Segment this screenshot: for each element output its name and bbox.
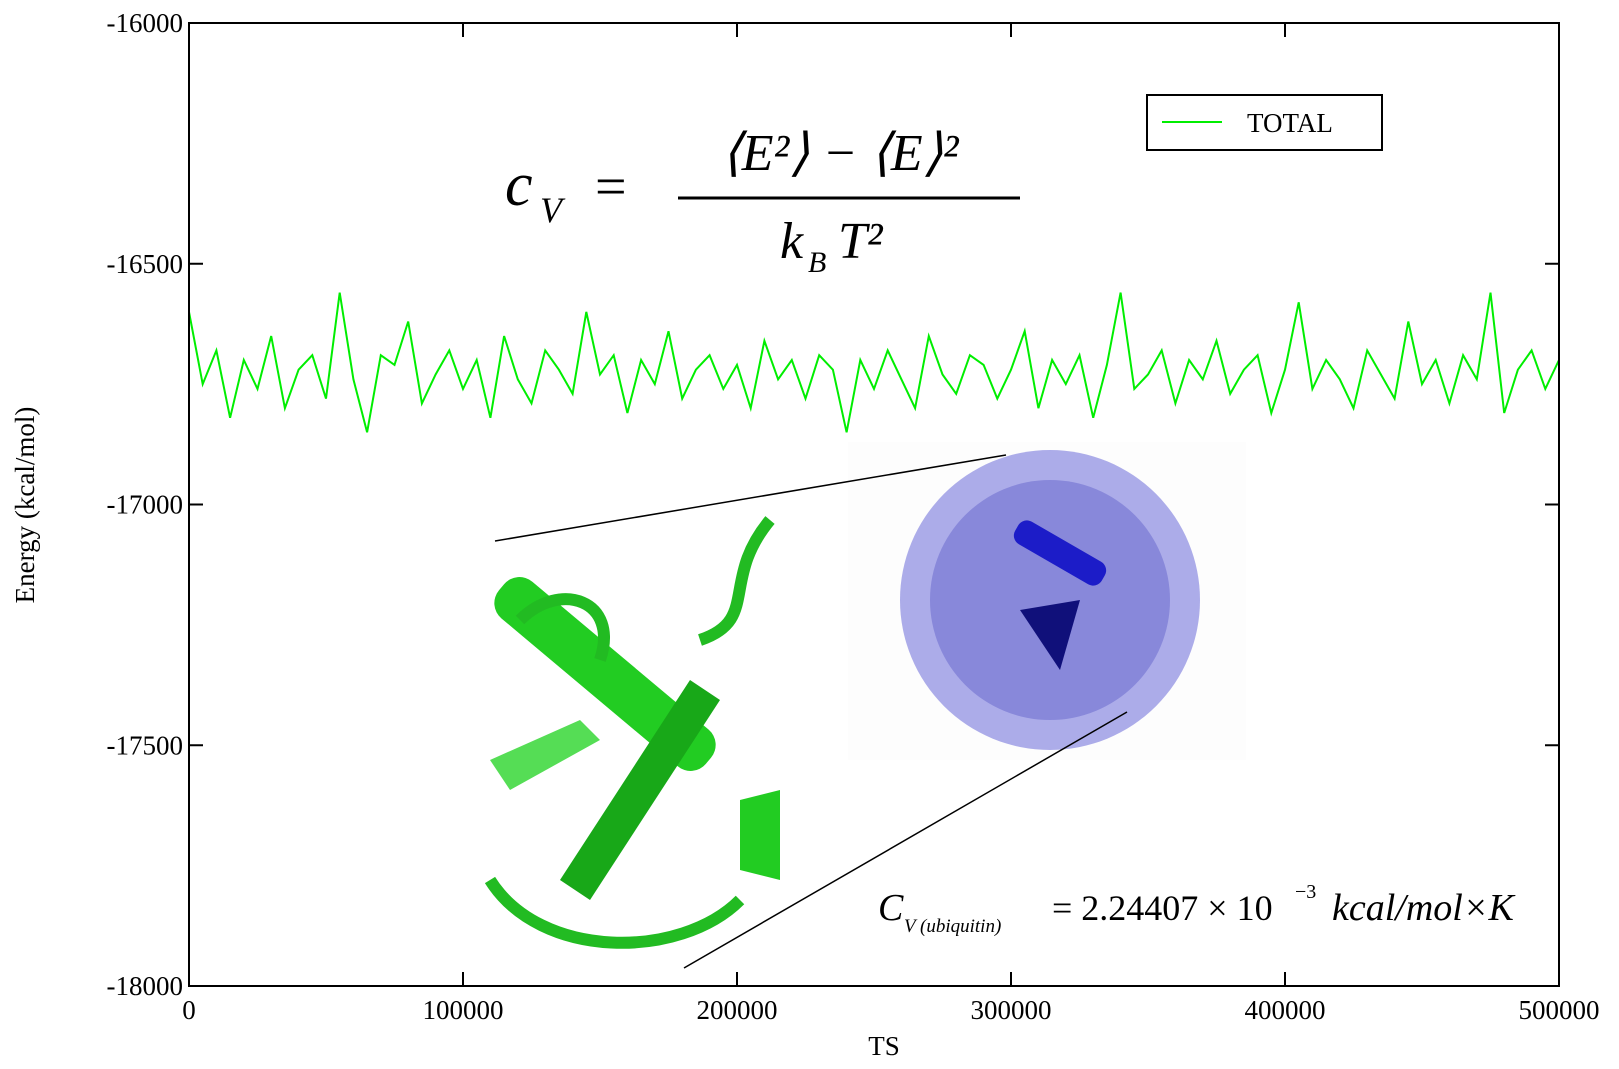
y-tick-label: -17500 <box>107 730 184 760</box>
y-tick-label: -18000 <box>107 971 184 1001</box>
formula-denominator-tail: T² <box>838 213 884 270</box>
strand-green <box>490 720 600 790</box>
result-unit: kcal/mol×K <box>1332 887 1515 929</box>
y-tick-label: -17000 <box>107 490 184 520</box>
x-tick-label: 0 <box>182 995 196 1025</box>
result-symbol: C <box>878 887 904 929</box>
data-line <box>188 292 1560 433</box>
x-tick-label: 100000 <box>423 995 504 1025</box>
water-sphere <box>900 450 1200 750</box>
formula-denominator: k <box>780 213 804 270</box>
formula-lhs: c <box>505 151 533 219</box>
sheet-blue <box>1020 600 1080 670</box>
plot-area <box>188 292 1560 433</box>
result-value: = 2.24407 × 10 <box>1052 888 1273 928</box>
y-axis-label: Energy (kcal/mol) <box>10 407 40 604</box>
water-core <box>930 480 1170 720</box>
x-tick-label: 300000 <box>971 995 1052 1025</box>
x-tick-label: 500000 <box>1519 995 1600 1025</box>
x-tick-label: 200000 <box>697 995 778 1025</box>
formula-lhs-sub: V <box>540 190 566 230</box>
x-tick-label: 400000 <box>1245 995 1326 1025</box>
result-exponent: −3 <box>1295 881 1316 903</box>
formula-denominator-sub: B <box>808 246 826 279</box>
y-tick-label: -16500 <box>107 249 184 279</box>
x-axis-label: TS <box>868 1031 900 1061</box>
strand-green <box>740 790 780 880</box>
formula-backdrop <box>490 92 1020 287</box>
zoom-line <box>494 454 1007 542</box>
formula-equals: = <box>595 156 627 218</box>
zoom-line <box>683 711 1128 969</box>
helix-green <box>494 577 716 771</box>
result-symbol-sub: V (ubiquitin) <box>904 916 1001 937</box>
loop-green <box>484 516 775 949</box>
y-tick-label: -16000 <box>107 8 184 38</box>
legend-label: TOTAL <box>1247 108 1333 138</box>
formula-numerator: ⟨E²⟩ − ⟨E⟩² <box>722 125 960 182</box>
strand-green <box>560 680 720 900</box>
helix-blue <box>1013 520 1107 586</box>
